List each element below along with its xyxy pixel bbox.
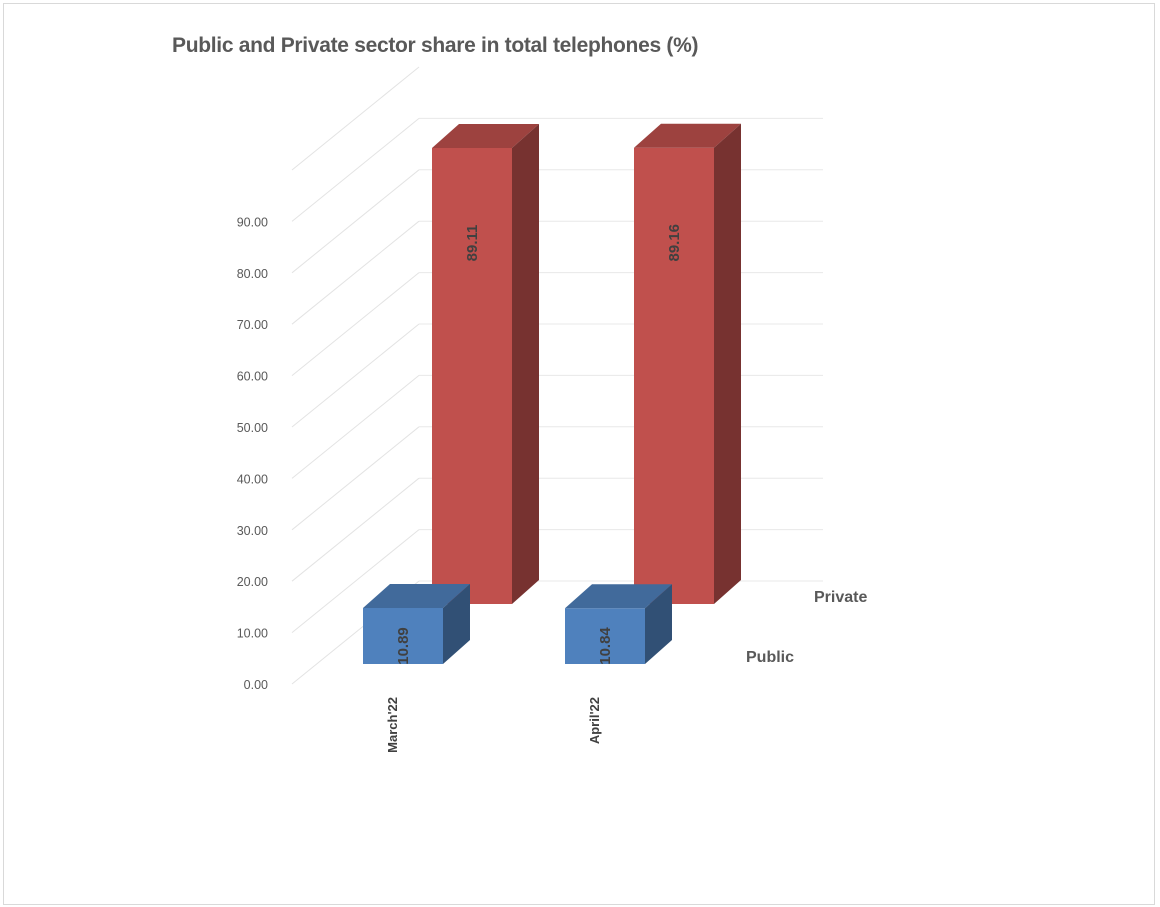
gridline-diagonal [291, 323, 420, 428]
gridline-diagonal [291, 529, 420, 633]
y-tick-label: 70.00 [237, 318, 268, 332]
y-tick-label: 10.00 [237, 627, 268, 641]
chart-frame [3, 3, 1155, 905]
y-tick-label: 50.00 [237, 421, 268, 435]
bar-private-0-top [432, 124, 539, 148]
bar-private-1-front [634, 147, 714, 604]
data-label-private: 89.11 [464, 225, 481, 262]
bar-public-1-top [565, 584, 672, 609]
data-label-public: 10.84 [597, 627, 614, 665]
bar-private-0-front [432, 148, 512, 604]
data-label-public: 10.89 [395, 627, 412, 665]
bar-private-1 [634, 123, 741, 604]
series-label-private: Private [814, 589, 867, 606]
y-tick-label: 90.00 [237, 215, 268, 229]
bar-public-0-front [363, 608, 443, 664]
gridline-diagonal [291, 220, 420, 325]
y-tick-label: 80.00 [237, 267, 268, 281]
gridline-diagonal [291, 272, 420, 376]
x-category-label: April'22 [587, 697, 602, 744]
gridline-diagonal [291, 169, 420, 274]
y-tick-label: 20.00 [237, 575, 268, 589]
bar-public-0 [363, 584, 470, 664]
data-label-private: 89.16 [666, 224, 683, 262]
bar-public-1-side [645, 584, 672, 664]
bar-public-1 [565, 584, 672, 664]
x-category-label: March'22 [385, 697, 400, 753]
gridline-diagonal [291, 426, 420, 531]
y-tick-label: 0.00 [244, 678, 268, 692]
bar-public-1-front [565, 608, 645, 664]
bar-private-1-top [634, 123, 741, 148]
bar-private-0-side [512, 124, 539, 604]
gridline-diagonal [291, 375, 420, 479]
series-label-public: Public [746, 649, 794, 666]
bar-private-0 [432, 124, 539, 604]
chart-title: Public and Private sector share in total… [172, 34, 699, 57]
bar-public-0-side [443, 584, 470, 664]
y-tick-label: 30.00 [237, 524, 268, 538]
gridline-diagonal [291, 66, 420, 171]
bar-public-0-top [363, 584, 470, 608]
y-tick-label: 60.00 [237, 370, 268, 384]
gridline-diagonal [291, 118, 420, 222]
bar-private-1-side [714, 123, 741, 604]
y-tick-label: 40.00 [237, 472, 268, 486]
gridline-diagonal [291, 477, 420, 582]
